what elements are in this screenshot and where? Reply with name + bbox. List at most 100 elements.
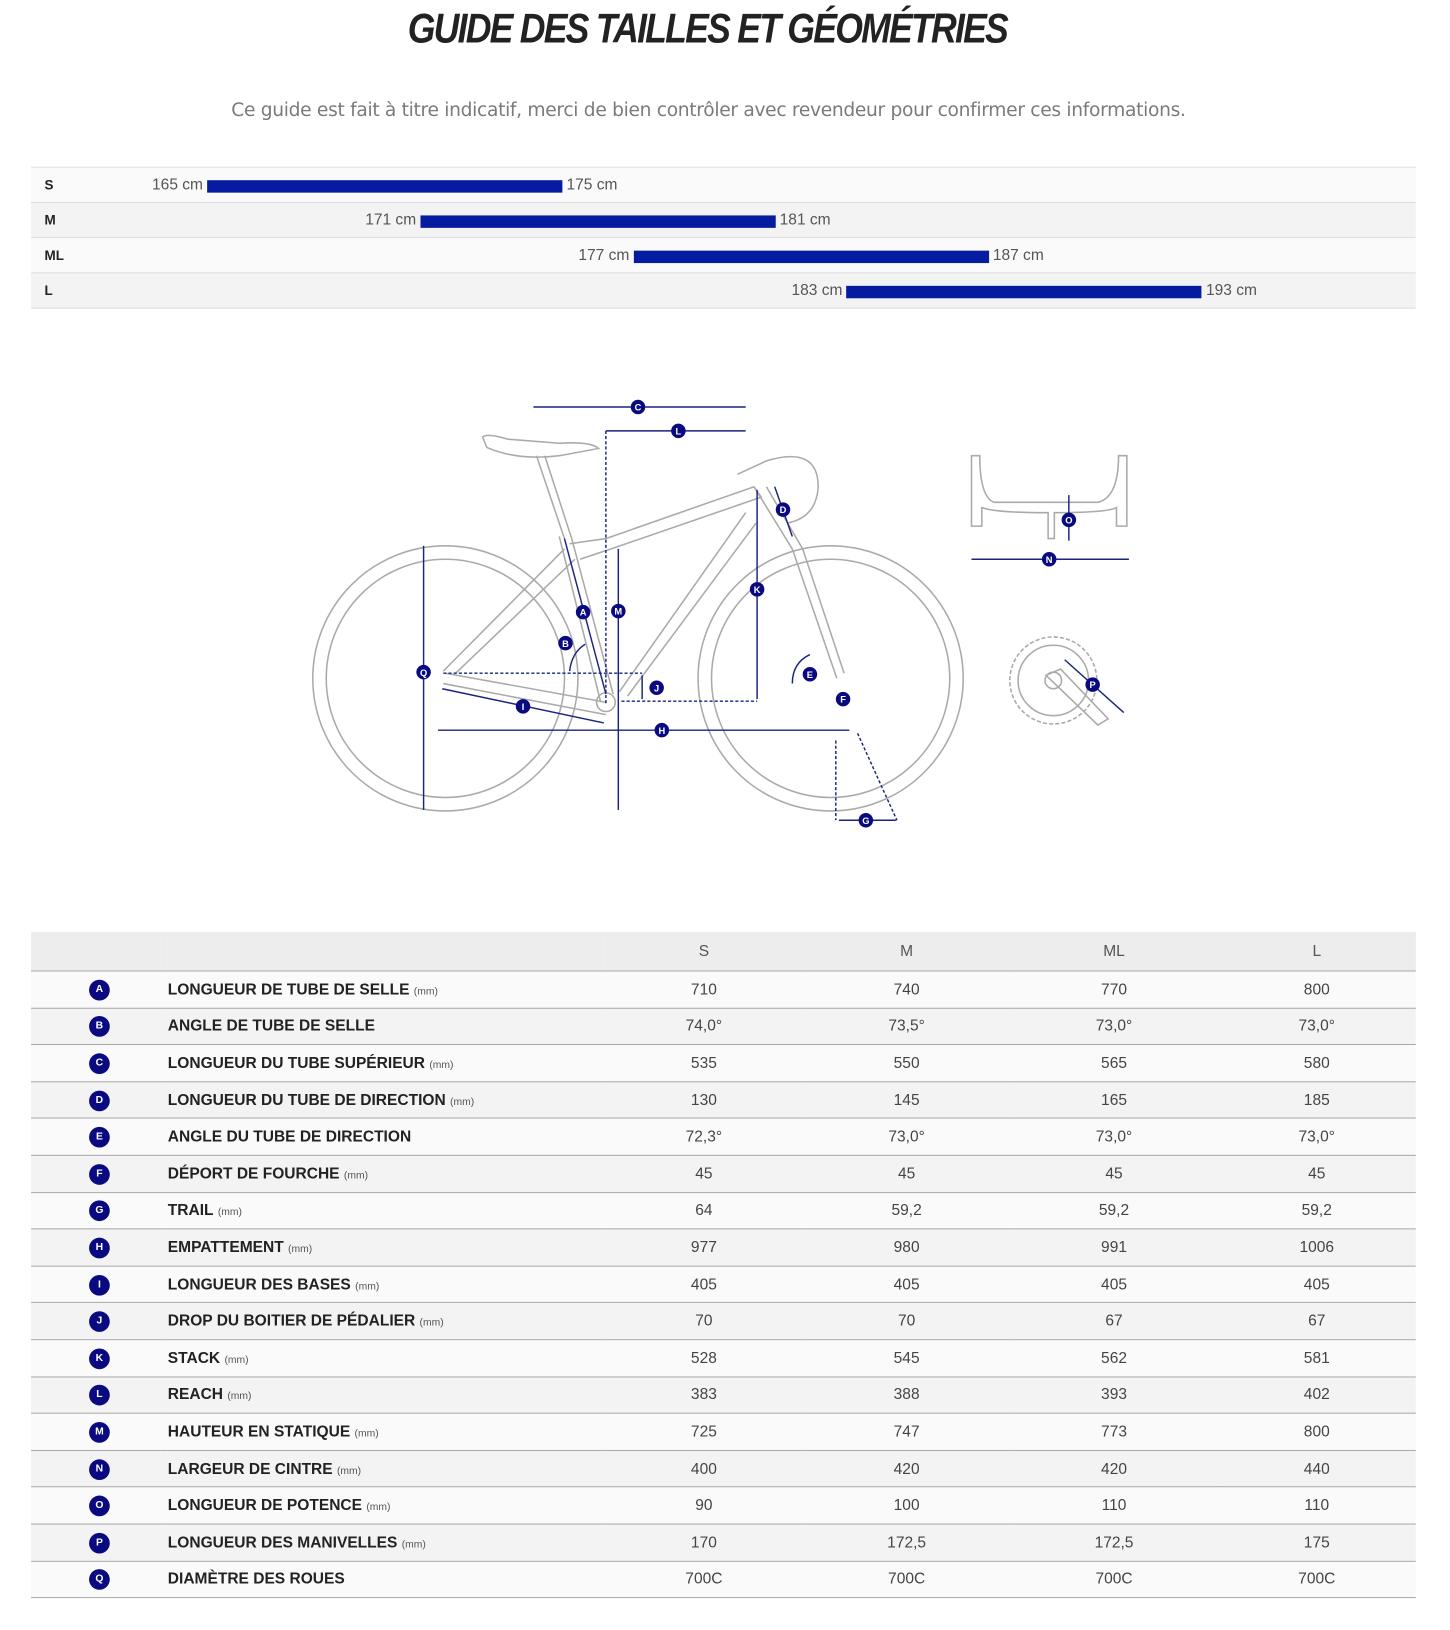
parameter-cell: DROP DU BOITIER DE PÉDALIER (mm) [167, 1302, 605, 1341]
parameter-cell: ANGLE DE TUBE DE SELLE [167, 1007, 605, 1046]
key-badge: E [89, 1127, 110, 1148]
height-range-bar [633, 250, 989, 264]
diagram-marker-h: H [654, 722, 670, 738]
diagram-marker-a: A [575, 604, 591, 620]
key-cell: A [31, 970, 168, 1009]
svg-text:I: I [522, 702, 525, 712]
diagram-labels: A B C D E F G H I J K L M N O P Q [416, 399, 1100, 828]
crank-spindle [1044, 671, 1063, 690]
key-cell: E [31, 1118, 168, 1156]
value-m: 405 [802, 1265, 1011, 1304]
parameter-name: TRAIL [167, 1201, 214, 1220]
value-ml: 405 [1010, 1265, 1218, 1304]
parameter-name: DÉPORT DE FOURCHE [167, 1164, 340, 1183]
parameter-cell: EMPATTEMENT (mm) [167, 1229, 605, 1267]
key-cell: K [31, 1339, 168, 1377]
value-m: 420 [802, 1450, 1011, 1488]
saddle [481, 434, 601, 458]
key-badge: C [89, 1053, 110, 1075]
diagram-marker-m: M [611, 603, 626, 619]
front-wheel-outer [697, 545, 964, 812]
parameter-cell: DIAMÈTRE DES ROUES [167, 1560, 605, 1599]
key-cell: I [31, 1265, 168, 1304]
value-l: 800 [1217, 970, 1416, 1009]
seatstay [442, 548, 576, 674]
value-m: 172,5 [802, 1523, 1011, 1562]
seatpost [535, 455, 573, 539]
diagram-marker-l: L [671, 423, 686, 439]
svg-text:H: H [658, 726, 665, 736]
parameter-cell: LARGEUR DE CINTRE (mm) [167, 1450, 605, 1488]
rear-wheel-inner [325, 558, 566, 799]
svg-text:Q: Q [420, 668, 427, 678]
table-row: F DÉPORT DE FOURCHE (mm) 45 45 45 45 [31, 1155, 1416, 1193]
page-subtitle: Ce guide est fait à titre indicatif, mer… [231, 99, 1186, 122]
value-s: 72,3° [604, 1118, 803, 1156]
svg-text:K: K [754, 585, 761, 595]
diagram-marker-p: P [1085, 677, 1100, 692]
key-badge: D [89, 1090, 110, 1111]
value-s: 528 [604, 1339, 803, 1377]
parameter-name: EMPATTEMENT [167, 1238, 284, 1257]
value-l: 73,0° [1217, 1118, 1416, 1156]
key-cell: N [31, 1450, 168, 1488]
value-l: 175 [1217, 1523, 1416, 1562]
key-badge: O [89, 1495, 110, 1517]
parameter-unit: (mm) [343, 1170, 369, 1182]
table-row: B ANGLE DE TUBE DE SELLE 74,0° 73,5° 73,0° 73… [31, 1007, 1416, 1046]
table-row: J DROP DU BOITIER DE PÉDALIER (mm) 70 70 67 6… [31, 1302, 1416, 1341]
geometry-table-header: S M ML L [31, 932, 1416, 972]
diagram-marker-g: G [858, 813, 874, 828]
value-m: 740 [802, 970, 1011, 1009]
parameter-cell: LONGUEUR DU TUBE SUPÉRIEUR (mm) [167, 1044, 605, 1083]
bike-geometry-diagram: A B C D E F G H I J K L M N O P Q [312, 399, 1129, 828]
value-ml: 562 [1010, 1339, 1218, 1377]
key-cell: L [31, 1376, 168, 1414]
value-s: 70 [604, 1302, 803, 1341]
min-height-label: 183 cm [791, 281, 843, 300]
diagram-marker-b: B [558, 635, 573, 651]
parameter-cell: TRAIL (mm) [167, 1192, 605, 1230]
key-badge: B [89, 1016, 110, 1038]
height-range-bar [207, 180, 563, 193]
parameter-name: LONGUEUR DU TUBE DE DIRECTION [167, 1091, 446, 1109]
parameter-name: DROP DU BOITIER DE PÉDALIER [167, 1312, 416, 1330]
value-m: 545 [802, 1339, 1011, 1377]
parameter-cell: STACK (mm) [167, 1339, 605, 1377]
value-ml: 770 [1010, 970, 1218, 1009]
value-s: 45 [604, 1155, 803, 1193]
front-wheel-inner [710, 558, 951, 799]
parameter-name: LONGUEUR DU TUBE SUPÉRIEUR [167, 1054, 426, 1072]
diagram-marker-k: K [749, 582, 765, 597]
value-ml: 565 [1010, 1044, 1218, 1083]
key-badge: K [89, 1348, 110, 1369]
header-spacer [31, 932, 168, 972]
size-label: L [44, 282, 53, 299]
parameter-name: REACH [167, 1386, 224, 1404]
key-badge: G [89, 1200, 110, 1222]
key-badge: J [89, 1311, 110, 1333]
svg-text:L: L [676, 426, 682, 436]
svg-text:E: E [807, 670, 813, 680]
key-badge: A [89, 979, 110, 1001]
parameter-name: ANGLE DE TUBE DE SELLE [167, 1017, 375, 1036]
value-l: 700C [1217, 1560, 1416, 1599]
seat-tube [558, 536, 614, 703]
key-badge: F [89, 1163, 110, 1185]
svg-text:J: J [654, 683, 659, 693]
svg-text:O: O [1065, 516, 1072, 526]
parameter-cell: LONGUEUR DE TUBE DE SELLE (mm) [167, 970, 605, 1009]
value-l: 1006 [1217, 1229, 1416, 1267]
value-m: 700C [802, 1560, 1011, 1599]
value-l: 800 [1217, 1413, 1416, 1451]
key-badge: N [89, 1458, 110, 1480]
value-l: 580 [1217, 1044, 1416, 1083]
crank-arm [1044, 668, 1110, 726]
key-cell: G [31, 1192, 168, 1230]
value-m: 980 [802, 1229, 1011, 1267]
down-tube [618, 512, 757, 697]
svg-text:N: N [1046, 555, 1053, 565]
key-badge: L [89, 1385, 110, 1406]
value-l: 67 [1217, 1302, 1416, 1341]
key-cell: B [31, 1007, 168, 1046]
